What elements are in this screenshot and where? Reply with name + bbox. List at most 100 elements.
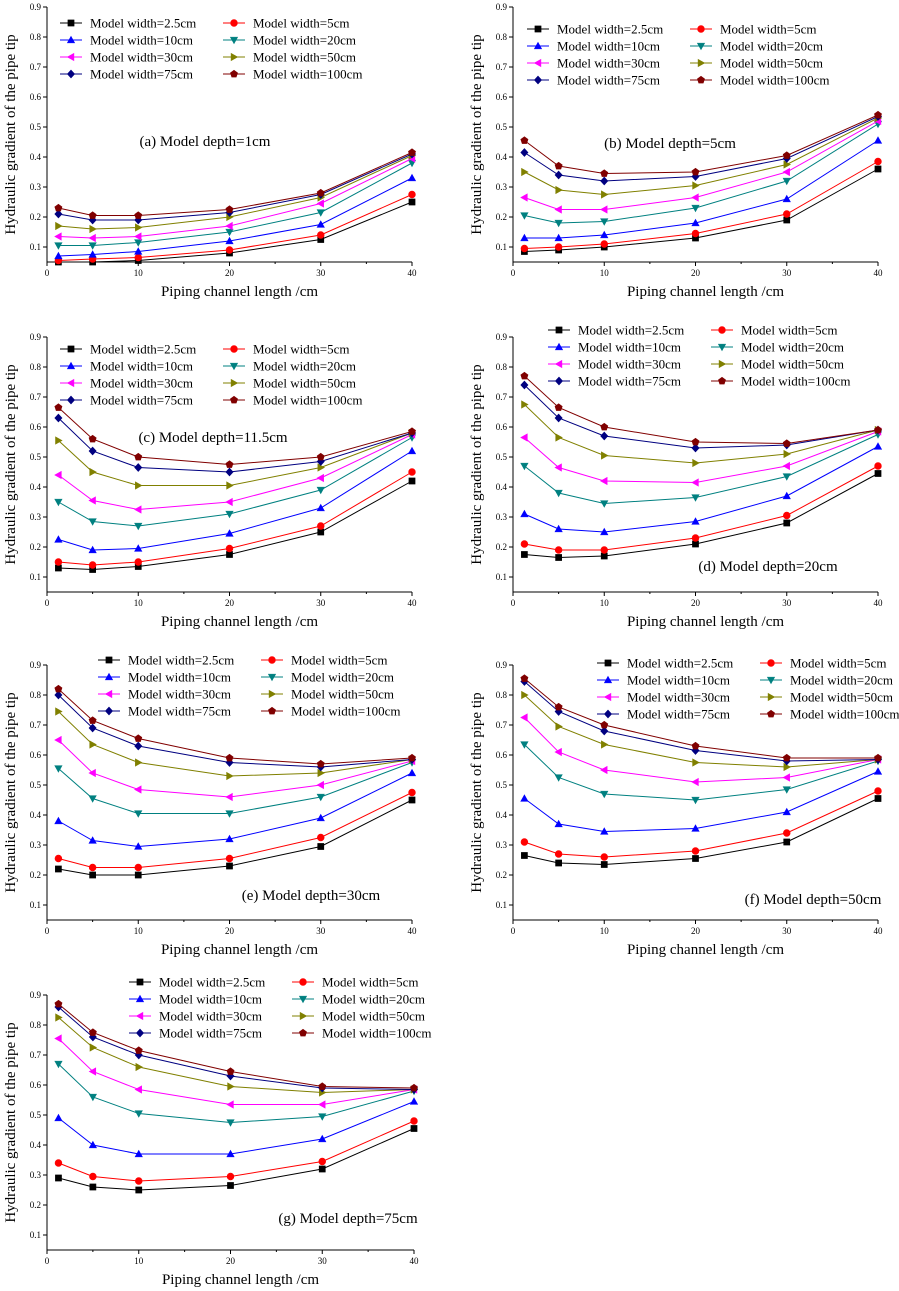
panel-c: 0 10 20 30 40 0.1 0.2 0.3 0.4 0.5 0.6 0.7 0.8 0.9 Pipi… — [3, 332, 417, 630]
y-tick-label: 0.2 — [30, 542, 41, 552]
data-point — [874, 425, 882, 434]
data-point — [408, 427, 416, 435]
y-tick-label: 0.2 — [496, 542, 507, 552]
y-tick-label: 0.1 — [496, 572, 507, 582]
legend-marker — [766, 676, 776, 685]
data-point — [873, 442, 883, 450]
data-point — [520, 509, 529, 518]
legend-marker — [67, 345, 75, 353]
data-point — [600, 431, 609, 441]
legend: Model width=2.5cm Model width=5cm Model wi… — [597, 656, 899, 722]
data-point — [873, 767, 883, 775]
data-point — [54, 735, 62, 745]
data-point — [316, 759, 325, 768]
data-point — [88, 233, 96, 243]
y-axis-title: Hydraulic gradient of the pipe tip — [469, 364, 485, 564]
data-point — [134, 239, 143, 247]
legend-item: Model width=5cm — [223, 342, 350, 357]
legend-label: Model width=20cm — [741, 340, 844, 355]
data-point — [874, 787, 882, 795]
legend-item: Model width=100cm — [223, 393, 363, 408]
x-tick-label: 20 — [691, 598, 701, 608]
series-line — [524, 116, 879, 182]
data-point — [783, 216, 791, 224]
y-tick-label: 0.8 — [30, 32, 42, 42]
data-point — [691, 193, 699, 202]
panel-f: 0 10 20 30 40 0.1 0.2 0.3 0.4 0.5 0.6 0.7 0.8 0.9 Pipi… — [469, 656, 899, 959]
data-point — [225, 246, 234, 254]
legend-label: Model width=100cm — [253, 67, 363, 82]
x-tick-label: 20 — [225, 598, 235, 608]
legend-label: Model width=2.5cm — [128, 653, 234, 668]
legend-item: Model width=50cm — [292, 1009, 425, 1024]
legend-marker — [299, 1028, 307, 1037]
data-point — [54, 1034, 62, 1043]
legend-label: Model width=75cm — [578, 374, 681, 389]
data-point — [874, 753, 882, 762]
data-point — [89, 1172, 97, 1181]
x-tick-label: 20 — [691, 268, 701, 278]
legend-marker — [230, 52, 239, 62]
legend-marker — [66, 395, 76, 405]
legend-item: Model width=100cm — [223, 67, 363, 82]
data-point — [225, 792, 233, 802]
data-point — [554, 170, 563, 180]
data-point — [554, 463, 562, 472]
data-point — [554, 489, 563, 498]
series-line — [58, 407, 413, 466]
data-point — [134, 505, 142, 514]
legend-label: Model width=50cm — [790, 690, 893, 705]
data-point — [692, 540, 699, 548]
legend-marker — [717, 343, 727, 352]
data-point — [555, 859, 562, 867]
legend-item: Model width=2.5cm — [527, 22, 663, 37]
legend-label: Model width=50cm — [291, 687, 394, 702]
legend-label: Model width=5cm — [720, 22, 817, 37]
series-line — [58, 201, 413, 263]
data-point — [54, 690, 63, 700]
legend-label: Model width=10cm — [159, 992, 262, 1007]
data-point — [88, 242, 97, 250]
y-axis-title: Hydraulic gradient of the pipe tip — [469, 34, 485, 234]
series-line — [524, 123, 879, 224]
data-point — [316, 220, 325, 228]
legend-label: Model width=10cm — [627, 673, 730, 688]
series-line — [58, 155, 413, 230]
data-point — [692, 855, 699, 862]
y-tick-label: 0.5 — [30, 1110, 42, 1120]
series-line — [524, 434, 879, 505]
data-point — [225, 236, 234, 245]
data-point — [89, 740, 97, 749]
legend-marker — [555, 326, 563, 334]
legend-label: Model width=2.5cm — [90, 342, 196, 357]
legend-marker — [268, 689, 277, 699]
data-point — [88, 518, 97, 526]
series-line — [58, 177, 413, 257]
data-point — [407, 173, 417, 182]
panel-b: 0 10 20 30 40 0.1 0.2 0.3 0.4 0.5 0.6 0.7 0.8 0.9 Pipi… — [469, 2, 883, 300]
y-tick-label: 0.8 — [30, 362, 42, 372]
x-axis-title: Piping channel length /cm — [161, 614, 318, 630]
data-point — [54, 1113, 63, 1122]
data-point — [554, 850, 563, 858]
legend-label: Model width=100cm — [741, 374, 851, 389]
y-tick-label: 0.9 — [496, 332, 508, 342]
data-point — [600, 527, 609, 536]
data-point — [408, 198, 416, 206]
x-tick-label: 0 — [511, 268, 516, 278]
legend: Model width=2.5cm Model width=5cm Model wi… — [548, 323, 851, 389]
data-point — [88, 561, 97, 569]
data-point — [225, 205, 234, 213]
data-point — [135, 758, 143, 767]
data-point — [88, 863, 97, 872]
x-tick-label: 10 — [134, 268, 144, 278]
legend-label: Model width=30cm — [627, 690, 730, 705]
series-line — [58, 1003, 415, 1089]
data-point — [600, 720, 609, 729]
series-line — [58, 480, 413, 571]
data-point — [226, 1067, 235, 1075]
legend-label: Model width=5cm — [790, 656, 887, 671]
series-line — [58, 688, 413, 765]
data-point — [520, 212, 529, 220]
legend-label: Model width=50cm — [720, 56, 823, 71]
